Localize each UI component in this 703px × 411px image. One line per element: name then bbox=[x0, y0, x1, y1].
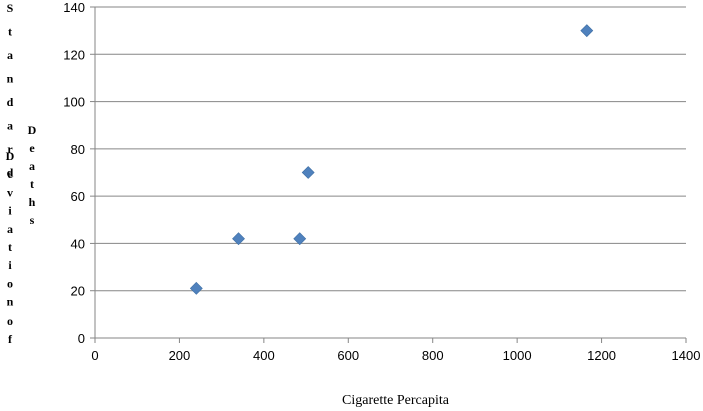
y-title-letter: D bbox=[6, 149, 15, 163]
y-title-letter: n bbox=[7, 72, 14, 86]
y-title-letter: d bbox=[7, 95, 14, 109]
y-title-word-3: of bbox=[7, 314, 13, 346]
y-axis-ticks: 0 20 40 60 80 100 120 140 bbox=[63, 0, 95, 346]
y-title-letter: a bbox=[7, 222, 13, 236]
y-tick-label: 0 bbox=[78, 331, 85, 346]
y-title-letter: i bbox=[8, 204, 12, 218]
y-title-letter: r bbox=[7, 142, 13, 156]
gridlines bbox=[95, 6, 686, 292]
y-title-letter: D bbox=[28, 123, 37, 137]
x-tick-label: 800 bbox=[422, 348, 444, 363]
y-tick-label: 40 bbox=[71, 236, 85, 251]
y-tick-label: 140 bbox=[63, 0, 85, 15]
y-title-letter: o bbox=[7, 276, 13, 290]
data-point-4 bbox=[301, 166, 315, 179]
x-tick-label: 200 bbox=[169, 348, 191, 363]
y-title-letter: S bbox=[7, 1, 14, 15]
data-points bbox=[189, 24, 594, 295]
y-tick-label: 60 bbox=[71, 189, 85, 204]
y-title-letter: e bbox=[29, 141, 35, 155]
data-point-3 bbox=[293, 232, 307, 246]
x-tick-label: 1000 bbox=[503, 348, 532, 363]
y-title-letter: a bbox=[7, 119, 13, 133]
x-tick-label: 0 bbox=[91, 348, 98, 363]
y-tick-label: 80 bbox=[71, 142, 85, 157]
y-tick-label: 20 bbox=[71, 284, 85, 299]
y-tick-label: 120 bbox=[63, 47, 85, 62]
y-title-letter: t bbox=[8, 25, 12, 39]
y-title-letter: d bbox=[7, 166, 14, 180]
x-tick-label: 600 bbox=[337, 348, 359, 363]
y-title-letter: o bbox=[7, 314, 13, 328]
y-title-letter: a bbox=[7, 48, 13, 62]
y-title-letter: h bbox=[29, 195, 36, 209]
y-tick-label: 100 bbox=[63, 95, 85, 110]
x-tick-label: 400 bbox=[253, 348, 275, 363]
y-title-letter: n bbox=[7, 295, 14, 309]
data-point-2 bbox=[232, 232, 245, 246]
y-title-letter: s bbox=[30, 213, 35, 227]
y-title-letter: i bbox=[8, 258, 12, 272]
y-title-letter: v bbox=[7, 185, 13, 199]
data-point-5 bbox=[580, 24, 594, 38]
y-title-letter: e bbox=[7, 167, 13, 181]
y-title-letter: t bbox=[30, 177, 34, 191]
x-tick-label: 1200 bbox=[587, 348, 616, 363]
y-title-letter: f bbox=[8, 332, 13, 346]
x-tick-label: 1400 bbox=[672, 348, 701, 363]
data-point-1 bbox=[189, 281, 203, 295]
x-axis-title: Cigarette Percapita bbox=[342, 393, 450, 408]
x-axis-ticks: 0 200 400 600 800 1000 1200 1400 bbox=[91, 338, 700, 363]
y-title-letter: t bbox=[8, 240, 12, 254]
y-title-letter: a bbox=[29, 159, 35, 173]
